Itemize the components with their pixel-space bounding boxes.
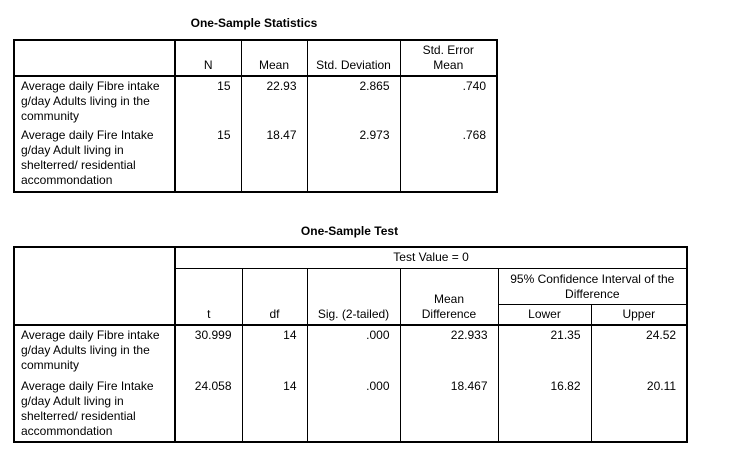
cell-mean: 22.93 bbox=[240, 76, 308, 126]
corner-cell bbox=[13, 39, 176, 77]
one-sample-statistics-table: N Mean Std. Deviation Std. Error Mean Av… bbox=[13, 39, 498, 193]
table-row: Average daily Fibre intake g/day Adults … bbox=[13, 76, 498, 126]
cell-sig: .000 bbox=[306, 376, 401, 442]
cell-sig: .000 bbox=[306, 324, 401, 377]
col-header-sd: Std. Deviation bbox=[306, 39, 401, 77]
table-row: Average daily Fire Intake g/day Adult li… bbox=[13, 126, 498, 192]
cell-mean: 18.47 bbox=[240, 126, 308, 192]
cell-lower: 21.35 bbox=[497, 324, 592, 377]
table-row: Average daily Fire Intake g/day Adult li… bbox=[13, 376, 688, 442]
cell-t: 24.058 bbox=[174, 376, 243, 442]
col-header-mean-diff: Mean Difference bbox=[399, 267, 499, 326]
col-header-t: t bbox=[174, 267, 243, 326]
table-row: Average daily Fibre intake g/day Adults … bbox=[13, 324, 688, 377]
row-label: Average daily Fibre intake g/day Adults … bbox=[13, 324, 176, 377]
col-header-sig: Sig. (2-tailed) bbox=[306, 267, 401, 326]
one-sample-test-table: Test Value = 0 t df Sig. (2-tailed) Mean… bbox=[13, 246, 689, 443]
cell-lower: 16.82 bbox=[497, 376, 592, 442]
ci-header: 95% Confidence Interval of the Differenc… bbox=[497, 267, 688, 305]
row-label: Average daily Fibre intake g/day Adults … bbox=[13, 76, 176, 126]
col-header-df: df bbox=[241, 267, 308, 326]
test-title: One-Sample Test bbox=[300, 224, 399, 238]
cell-sd: 2.865 bbox=[306, 76, 401, 126]
col-header-upper: Upper bbox=[590, 303, 688, 326]
cell-df: 14 bbox=[241, 324, 308, 377]
cell-mean-diff: 18.467 bbox=[399, 376, 499, 442]
cell-upper: 20.11 bbox=[590, 376, 688, 442]
header-row: N Mean Std. Deviation Std. Error Mean bbox=[13, 39, 498, 77]
col-header-lower: Lower bbox=[497, 303, 592, 326]
cell-df: 14 bbox=[241, 376, 308, 442]
col-header-se: Std. Error Mean bbox=[399, 39, 498, 77]
corner-cell bbox=[13, 246, 176, 326]
cell-n: 15 bbox=[174, 76, 242, 126]
cell-mean-diff: 22.933 bbox=[399, 324, 499, 377]
cell-se: .768 bbox=[399, 126, 498, 192]
test-value-header: Test Value = 0 bbox=[174, 246, 688, 269]
test-value-row: Test Value = 0 bbox=[13, 246, 688, 326]
cell-t: 30.999 bbox=[174, 324, 243, 377]
header-row: t df Sig. (2-tailed) Mean Difference 95%… bbox=[14, 267, 688, 326]
col-header-mean: Mean bbox=[240, 39, 308, 77]
cell-upper: 24.52 bbox=[590, 324, 688, 377]
ci-sub-header-row: Lower Upper bbox=[14, 303, 688, 326]
cell-sd: 2.973 bbox=[306, 126, 401, 192]
cell-n: 15 bbox=[174, 126, 242, 192]
stats-title: One-Sample Statistics bbox=[190, 16, 318, 30]
cell-se: .740 bbox=[399, 76, 498, 126]
row-label: Average daily Fire Intake g/day Adult li… bbox=[13, 126, 176, 192]
col-header-n: N bbox=[174, 39, 242, 77]
row-label: Average daily Fire Intake g/day Adult li… bbox=[13, 376, 176, 442]
